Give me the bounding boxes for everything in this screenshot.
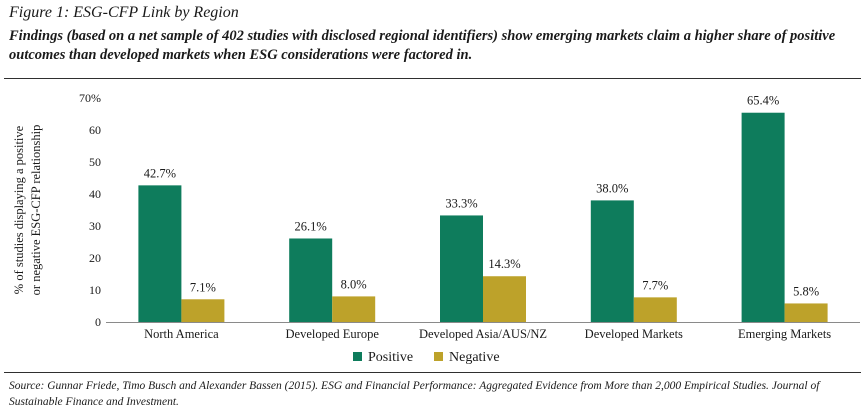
legend-label-negative: Negative xyxy=(449,350,500,365)
y-tick-label: 70% xyxy=(79,91,101,105)
bar-positive xyxy=(138,185,182,322)
bars xyxy=(138,112,828,322)
x-category-label: Emerging Markets xyxy=(738,327,831,341)
y-tick-label: 40 xyxy=(89,187,101,201)
legend-label-positive: Positive xyxy=(368,350,413,365)
y-axis-title-line-2: or negative ESG-CFP relationship xyxy=(29,125,43,296)
y-axis-title-line-1: % of studies displaying a positive xyxy=(12,125,26,294)
bar-negative xyxy=(784,303,828,322)
y-axis-title: % of studies displaying a positive or neg… xyxy=(12,125,43,296)
legend: Positive Negative xyxy=(353,350,500,365)
x-axis: North America Developed Europe Developed A… xyxy=(106,322,860,341)
data-labels: 42.7% 7.1% 26.1% 8.0% 33.3% 14.3% 38.0% 7.7% 65.… xyxy=(144,94,819,299)
bar-negative xyxy=(633,297,677,322)
data-label-negative: 7.7% xyxy=(642,278,668,292)
data-label-negative: 7.1% xyxy=(190,280,216,294)
data-label-positive: 42.7% xyxy=(144,166,176,180)
y-axis-ticks: 0 10 20 30 40 50 60 70% xyxy=(79,91,101,329)
top-divider xyxy=(4,78,861,79)
x-category-label: North America xyxy=(144,327,219,341)
data-label-positive: 33.3% xyxy=(445,196,477,210)
y-tick-label: 60 xyxy=(89,123,101,137)
y-tick-label: 20 xyxy=(89,251,101,265)
x-category-label: Developed Markets xyxy=(585,327,683,341)
bar-positive xyxy=(741,112,785,322)
data-label-positive: 38.0% xyxy=(596,181,628,195)
y-tick-label: 30 xyxy=(89,219,101,233)
data-label-negative: 14.3% xyxy=(488,257,520,271)
x-category-label: Developed Europe xyxy=(286,327,380,341)
data-label-negative: 5.8% xyxy=(793,284,819,298)
figure-title: Figure 1: ESG-CFP Link by Region xyxy=(9,4,239,21)
bar-positive xyxy=(289,238,333,322)
x-category-label: Developed Asia/AUS/NZ xyxy=(419,327,547,341)
y-tick-label: 50 xyxy=(89,155,101,169)
bottom-divider xyxy=(4,372,861,373)
data-label-positive: 65.4% xyxy=(747,94,779,108)
y-tick-label: 10 xyxy=(89,283,101,297)
bar-negative xyxy=(332,296,376,322)
data-label-negative: 8.0% xyxy=(341,277,367,291)
y-tick-label: 0 xyxy=(95,315,101,329)
legend-swatch-positive xyxy=(353,352,362,361)
data-label-positive: 26.1% xyxy=(295,219,327,233)
bar-positive xyxy=(440,215,483,322)
bar-positive xyxy=(590,200,634,322)
legend-swatch-negative xyxy=(434,352,443,361)
bar-negative xyxy=(181,299,225,322)
source-note: Source: Gunnar Friede, Timo Busch and Al… xyxy=(9,380,820,408)
bar-negative xyxy=(483,276,526,322)
figure-subtitle: Findings (based on a net sample of 402 s… xyxy=(9,28,836,63)
